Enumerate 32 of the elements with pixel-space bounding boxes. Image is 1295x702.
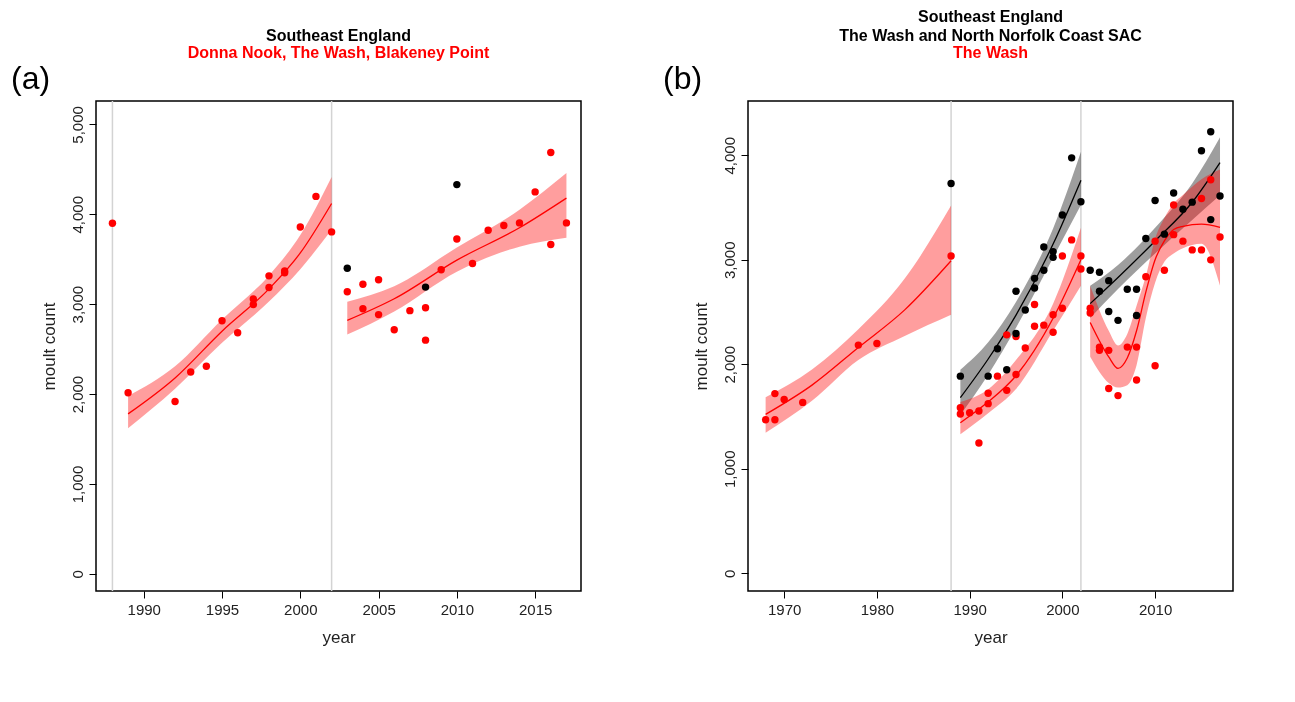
x-tick-label: 1980 xyxy=(860,600,895,618)
x-tick-label: 1970 xyxy=(767,600,802,618)
y-tick-label: 1,000 xyxy=(720,450,738,489)
y-tick-label: 2,000 xyxy=(720,345,738,384)
y-tick-label: 0 xyxy=(720,569,738,578)
y-tick-label: 4,000 xyxy=(68,196,86,234)
y-axis-title: moult count xyxy=(691,302,711,391)
text: (b) xyxy=(663,60,703,96)
y-tick-label: 2,000 xyxy=(68,375,86,414)
y-tick-label: 5,000 xyxy=(68,106,86,144)
x-tick-label: 1990 xyxy=(953,600,987,618)
chart-subtitle: The Wash xyxy=(953,44,1028,61)
chart-subtitle: Donna Nook, The Wash, Blakeney Point xyxy=(187,44,491,61)
text: (a) xyxy=(11,60,51,96)
x-tick-label: 2010 xyxy=(1138,600,1173,618)
y-tick-label: 0 xyxy=(68,570,86,579)
y-tick-label: 3,000 xyxy=(720,241,738,280)
y-axis-title: moult count xyxy=(39,302,59,391)
y-tick-label: 4,000 xyxy=(720,136,738,175)
x-tick-label: 2015 xyxy=(518,600,553,618)
x-tick-label: 1995 xyxy=(205,600,240,618)
x-tick-label: 2000 xyxy=(1046,600,1080,618)
x-tick-label: 1990 xyxy=(127,600,161,618)
chart-title: Southeast England xyxy=(266,27,411,44)
x-axis-title: year xyxy=(322,627,356,647)
x-tick-label: 2010 xyxy=(440,600,475,618)
x-axis-title: year xyxy=(974,627,1008,647)
x-tick-label: 2005 xyxy=(362,600,396,618)
y-tick-label: 1,000 xyxy=(68,465,86,504)
chart-title: Southeast England The Wash and North Norfolk Coast SAC xyxy=(839,8,1143,44)
y-tick-label: 3,000 xyxy=(68,285,86,324)
x-tick-label: 2000 xyxy=(284,600,318,618)
